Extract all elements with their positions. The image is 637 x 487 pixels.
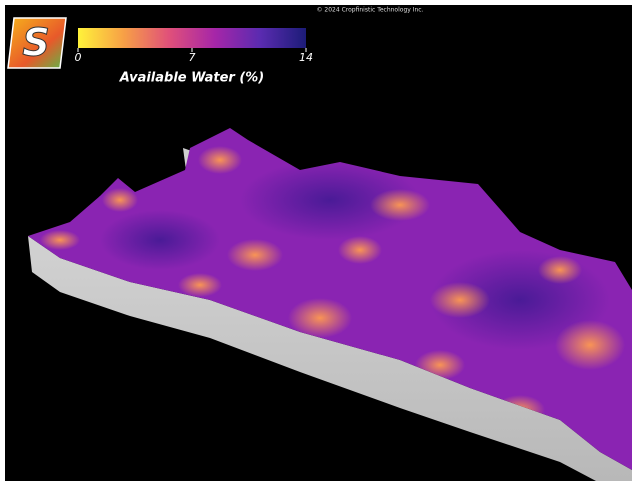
color-bar xyxy=(78,28,306,48)
logo-text: S xyxy=(22,21,49,65)
viewer: S © 2024 Cropfinistic Technology Inc. Av… xyxy=(0,0,637,487)
tick-label: 14 xyxy=(299,51,313,64)
logo: S xyxy=(8,18,66,68)
tick-label: 7 xyxy=(189,51,196,64)
copyright: © 2024 Cropfinistic Technology Inc. xyxy=(317,7,424,14)
legend-title: Available Water (%) xyxy=(119,71,265,86)
tick-label: 0 xyxy=(75,51,82,64)
